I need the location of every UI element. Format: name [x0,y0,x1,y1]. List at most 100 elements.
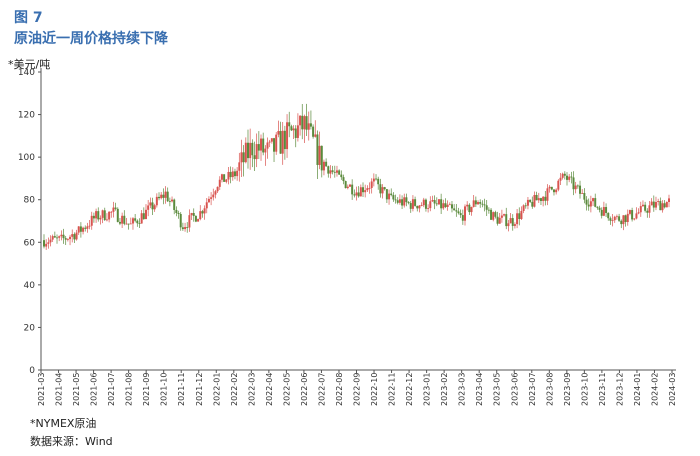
x-tick-label: 2023-02 [440,373,449,406]
candle [151,197,154,215]
candle [312,124,315,139]
candle [370,178,373,194]
candle [153,203,156,212]
candle [164,186,167,204]
candle [134,213,137,223]
candle [249,128,252,170]
candle [641,200,644,208]
x-tick-label: 2022-07 [317,373,326,406]
candle [218,176,221,190]
candle [459,209,462,218]
data-source: 数据来源：Wind [30,435,113,448]
candle [537,192,540,204]
candles [43,103,670,250]
candle [184,222,187,232]
candle [420,202,423,207]
candle [199,205,202,221]
candle [90,211,93,230]
candle [388,189,391,205]
candle [474,196,477,208]
candle [659,197,662,211]
x-tick-label: 2021-05 [72,373,81,406]
y-tick-label: 20 [24,323,36,333]
candle [227,166,230,185]
x-tick-label: 2021-12 [195,373,204,406]
candle [64,235,67,246]
candle [379,178,382,198]
candle [440,193,443,215]
candle [58,235,61,242]
candle [255,133,258,168]
candle [216,186,219,193]
candle [483,198,486,212]
candle [576,184,579,189]
candle [381,184,384,199]
candle [375,174,378,181]
candle [657,198,660,206]
candle [596,206,599,210]
candle [531,196,534,209]
candle [568,173,571,183]
candle [552,189,555,196]
candle [581,189,584,194]
candlestick-chart: 0 20 40 60 80 100 120 140 2021-03 2021-04 2021-05… [18,68,677,406]
candle [368,182,371,194]
candle [357,186,360,198]
x-tick-label: 2021-04 [55,373,64,406]
candle [435,197,438,207]
x-tick-label: 2022-04 [265,373,274,406]
candle [572,171,575,196]
candle [88,219,91,230]
candle [585,196,588,211]
candle [602,201,605,217]
candle [138,218,141,228]
candle [635,207,638,220]
chart-title: 原油近一周价格持续下降 [14,31,168,47]
x-tick-label: 2021-11 [177,373,186,406]
candle [520,206,523,221]
candle [615,214,618,220]
candle [79,222,82,238]
candle [60,230,63,241]
candle [225,178,228,184]
candle [492,211,495,222]
candle [299,115,302,136]
candle [646,208,649,218]
candle [533,191,536,208]
candle [155,193,158,208]
candle [524,202,527,209]
candle [290,124,293,131]
candle [457,207,460,215]
candle [75,229,78,241]
candle [320,145,323,178]
candle [283,125,286,160]
candle [637,208,640,215]
candle [231,167,234,181]
candle [262,132,265,156]
candle [292,125,295,139]
candle [544,190,547,206]
candle [665,201,668,208]
candle [583,188,586,204]
candle [62,228,65,244]
y-tick-label: 140 [18,68,35,78]
candle [485,200,488,217]
candle [303,114,306,144]
candle [362,182,365,198]
candle [383,186,386,191]
candle [513,222,516,229]
candle [626,209,629,226]
candle [162,188,165,205]
candle [192,208,195,222]
candle [613,215,616,223]
candle [236,167,239,181]
candle [589,195,592,213]
candle [142,207,145,220]
candle [257,131,260,159]
candle [618,213,621,223]
candle [246,129,249,169]
x-tick-label: 2022-02 [230,373,239,406]
candle [286,114,289,158]
x-tick-label: 2024-01 [633,373,642,406]
candle [175,206,178,217]
